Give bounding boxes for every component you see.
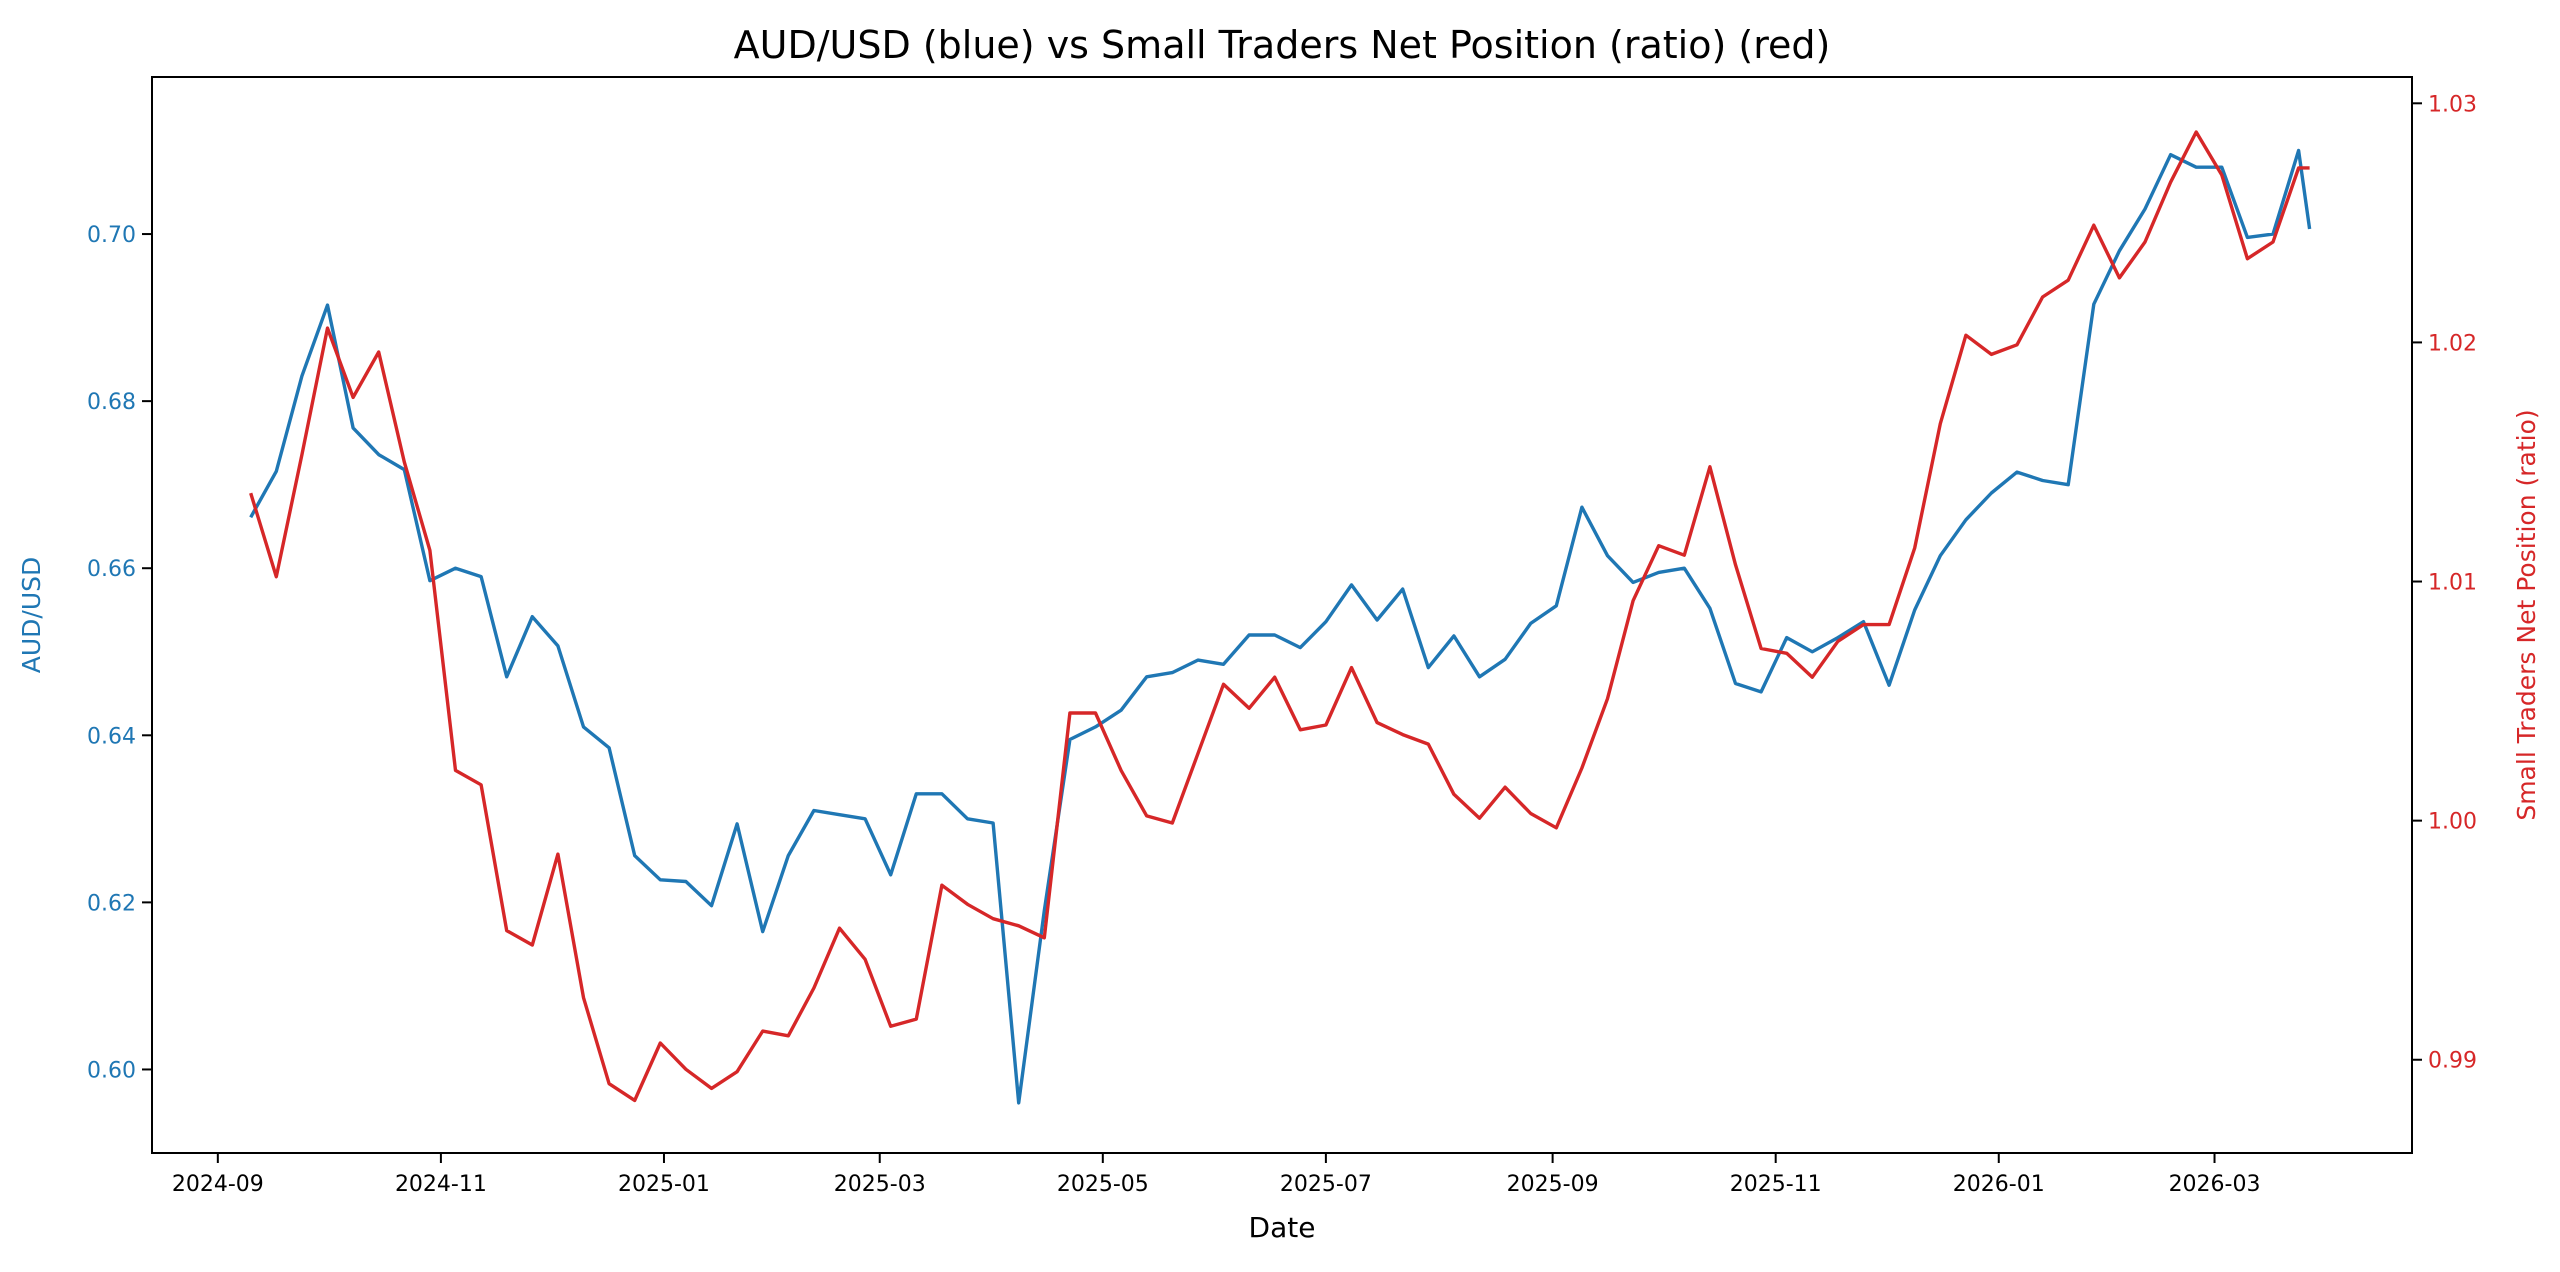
left-y-tick-label: 0.64 — [87, 724, 136, 749]
left-y-axis-label: AUD/USD — [17, 557, 46, 674]
aud-usd-line — [249, 148, 2312, 1105]
x-tick-label: 2025-05 — [1057, 1172, 1149, 1197]
x-tick-label: 2025-07 — [1280, 1172, 1372, 1197]
small-traders-ratio-line — [249, 130, 2310, 1103]
x-tick-label: 2025-03 — [834, 1172, 926, 1197]
x-axis-label: Date — [1249, 1211, 1316, 1244]
right-y-axis: 0.99 1.00 1.01 1.02 1.03 — [2412, 92, 2477, 1074]
x-tick-label: 2026-03 — [2169, 1172, 2261, 1197]
left-y-tick-label: 0.70 — [87, 223, 136, 248]
right-y-tick-label: 1.01 — [2428, 571, 2477, 596]
right-y-tick-label: 1.02 — [2428, 331, 2477, 356]
left-y-tick-label: 0.66 — [87, 557, 136, 582]
x-tick-label: 2026-01 — [1953, 1172, 2045, 1197]
left-y-tick-label: 0.60 — [87, 1058, 136, 1083]
chart-title: AUD/USD (blue) vs Small Traders Net Posi… — [734, 23, 1831, 67]
x-tick-label: 2024-09 — [172, 1172, 264, 1197]
left-y-axis: 0.60 0.62 0.64 0.66 0.68 0.70 — [87, 223, 152, 1083]
x-tick-label: 2025-09 — [1507, 1172, 1599, 1197]
x-axis: 2024-09 2024-11 2025-01 2025-03 2025-05 2025-… — [172, 1153, 2261, 1197]
right-y-tick-label: 0.99 — [2428, 1049, 2477, 1074]
left-y-tick-label: 0.68 — [87, 390, 136, 415]
x-tick-label: 2025-11 — [1730, 1172, 1822, 1197]
right-y-tick-label: 1.03 — [2428, 92, 2477, 117]
right-y-tick-label: 1.00 — [2428, 810, 2477, 835]
series-layer — [249, 130, 2312, 1105]
left-y-tick-label: 0.62 — [87, 891, 136, 916]
x-tick-label: 2024-11 — [395, 1172, 487, 1197]
right-y-axis-label: Small Traders Net Position (ratio) — [2512, 409, 2541, 820]
plot-frame — [151, 76, 2413, 1154]
x-tick-label: 2025-01 — [618, 1172, 710, 1197]
